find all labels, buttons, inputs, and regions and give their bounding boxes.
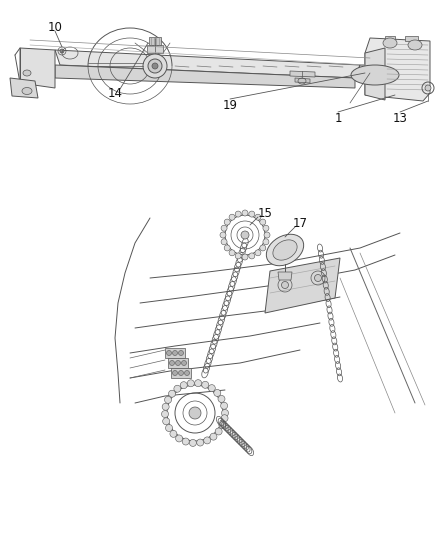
Ellipse shape — [182, 438, 189, 445]
Ellipse shape — [219, 422, 226, 429]
Ellipse shape — [170, 430, 177, 438]
Ellipse shape — [143, 54, 166, 78]
Ellipse shape — [314, 274, 321, 281]
Ellipse shape — [60, 49, 64, 53]
Ellipse shape — [162, 403, 169, 410]
Polygon shape — [364, 38, 429, 101]
Polygon shape — [364, 48, 384, 100]
Polygon shape — [294, 78, 309, 83]
Text: 14: 14 — [107, 86, 122, 100]
Ellipse shape — [229, 214, 234, 220]
Ellipse shape — [219, 232, 226, 238]
Ellipse shape — [221, 409, 228, 416]
Ellipse shape — [262, 225, 268, 231]
Ellipse shape — [172, 370, 177, 376]
Polygon shape — [277, 272, 291, 280]
Ellipse shape — [240, 231, 248, 239]
Ellipse shape — [215, 428, 222, 435]
Ellipse shape — [23, 70, 31, 76]
Ellipse shape — [164, 397, 171, 403]
Ellipse shape — [266, 235, 303, 266]
Polygon shape — [55, 50, 359, 78]
Polygon shape — [354, 65, 374, 78]
Polygon shape — [55, 65, 354, 88]
Ellipse shape — [172, 351, 177, 356]
Polygon shape — [384, 36, 394, 41]
Ellipse shape — [263, 232, 269, 238]
Ellipse shape — [248, 253, 254, 259]
Ellipse shape — [175, 360, 180, 366]
Text: 13: 13 — [392, 111, 406, 125]
Ellipse shape — [208, 385, 215, 392]
Ellipse shape — [281, 281, 288, 288]
Ellipse shape — [203, 437, 210, 444]
Ellipse shape — [181, 360, 186, 366]
Ellipse shape — [161, 410, 168, 417]
Ellipse shape — [259, 245, 265, 251]
Ellipse shape — [169, 360, 174, 366]
Ellipse shape — [148, 59, 162, 73]
Ellipse shape — [189, 439, 196, 447]
Ellipse shape — [235, 253, 240, 259]
Ellipse shape — [173, 385, 180, 392]
Ellipse shape — [248, 211, 254, 217]
Polygon shape — [290, 71, 314, 77]
Ellipse shape — [350, 65, 398, 85]
Polygon shape — [171, 368, 191, 378]
Ellipse shape — [209, 433, 216, 440]
Ellipse shape — [22, 87, 32, 94]
Ellipse shape — [382, 38, 396, 48]
Ellipse shape — [407, 40, 421, 50]
Polygon shape — [168, 358, 187, 368]
Ellipse shape — [220, 402, 227, 409]
Ellipse shape — [262, 239, 268, 245]
Ellipse shape — [221, 415, 227, 422]
Ellipse shape — [241, 210, 247, 216]
Ellipse shape — [241, 254, 247, 260]
Polygon shape — [147, 45, 162, 53]
Ellipse shape — [180, 382, 187, 389]
Ellipse shape — [224, 245, 230, 251]
Ellipse shape — [235, 211, 240, 217]
Ellipse shape — [224, 219, 230, 225]
Ellipse shape — [189, 407, 201, 419]
Ellipse shape — [254, 214, 260, 220]
Ellipse shape — [259, 219, 265, 225]
Ellipse shape — [175, 435, 182, 442]
Ellipse shape — [221, 225, 226, 231]
Ellipse shape — [165, 424, 172, 432]
Ellipse shape — [272, 240, 297, 260]
Ellipse shape — [213, 390, 220, 397]
Ellipse shape — [178, 370, 183, 376]
Text: 17: 17 — [292, 216, 307, 230]
Ellipse shape — [178, 351, 183, 356]
Ellipse shape — [221, 239, 226, 245]
Text: 10: 10 — [47, 20, 62, 34]
Polygon shape — [265, 258, 339, 313]
Ellipse shape — [166, 351, 171, 356]
Polygon shape — [165, 348, 184, 358]
Text: 1: 1 — [333, 111, 341, 125]
Ellipse shape — [168, 390, 175, 397]
Ellipse shape — [184, 370, 189, 376]
Ellipse shape — [201, 381, 208, 389]
Ellipse shape — [229, 250, 234, 256]
Ellipse shape — [424, 85, 430, 91]
Polygon shape — [404, 36, 417, 41]
Ellipse shape — [218, 395, 225, 402]
Polygon shape — [148, 37, 161, 45]
Text: 15: 15 — [257, 206, 272, 220]
Ellipse shape — [254, 250, 260, 256]
Ellipse shape — [162, 418, 169, 425]
Ellipse shape — [196, 439, 203, 446]
Polygon shape — [10, 78, 38, 98]
Text: 19: 19 — [222, 99, 237, 111]
Ellipse shape — [194, 379, 201, 386]
Ellipse shape — [152, 63, 158, 69]
Ellipse shape — [187, 380, 194, 387]
Polygon shape — [20, 48, 55, 88]
